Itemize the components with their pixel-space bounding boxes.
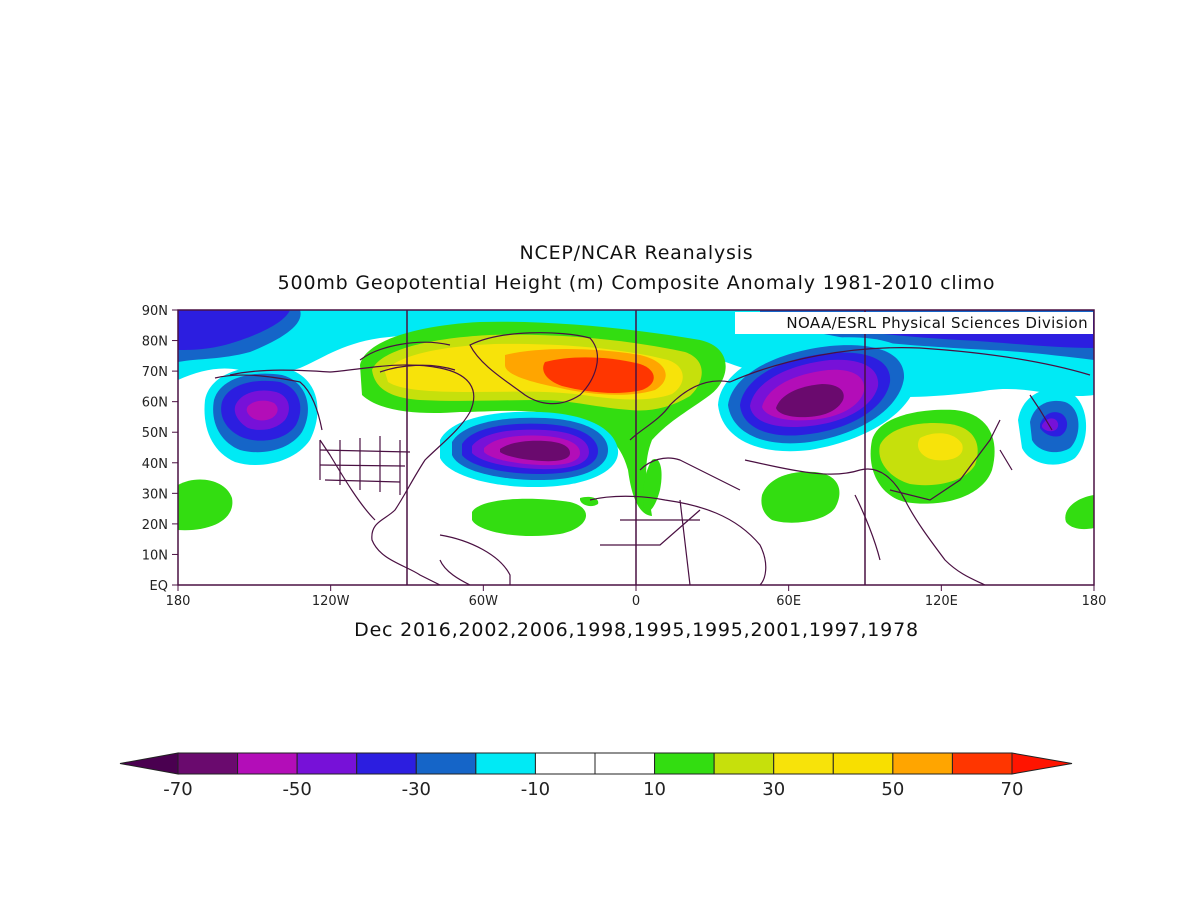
colorbar: -70 -50 -30 -10 10 30 50 70 [119, 752, 1073, 800]
colorbar-label: -50 [282, 779, 311, 800]
y-tick-label: 20N [142, 518, 168, 533]
x-tick-label: 60E [776, 594, 801, 609]
colorbar-swatch [296, 752, 358, 775]
colorbar-swatch [892, 752, 953, 775]
colorbar-swatch [594, 752, 656, 775]
colorbar-swatch [713, 752, 775, 775]
colorbar-swatch [475, 752, 536, 775]
colorbar-swatch [654, 752, 715, 775]
colorbar-swatch [832, 752, 894, 775]
colorbar-swatch [534, 752, 596, 775]
colorbar-label: 50 [881, 779, 904, 800]
credit-text: NOAA/ESRL Physical Sciences Division [786, 314, 1088, 332]
x-tick-label: 60W [469, 594, 499, 609]
colorbar-under-arrow [119, 752, 179, 775]
x-tick-label: 180 [166, 594, 191, 609]
x-tick-label: 120E [925, 594, 958, 609]
colorbar-swatch [237, 752, 298, 775]
x-axis: 180 120W 60W 0 60E 120E 180 [166, 585, 1107, 609]
y-axis: 90N 80N 70N 60N 50N 40N 30N 20N 10N EQ [142, 304, 178, 594]
meridian-lines [406, 310, 866, 585]
y-tick-label: 50N [142, 426, 168, 441]
colorbar-label: 30 [762, 779, 785, 800]
x-tick-label: 120W [312, 594, 350, 609]
y-tick-label: 80N [142, 335, 168, 350]
colorbar-label: -30 [402, 779, 431, 800]
colorbar-label: -10 [521, 779, 550, 800]
colorbar-over-arrow [1011, 752, 1073, 775]
y-tick-label: 60N [142, 396, 168, 411]
colorbar-swatch [951, 752, 1013, 775]
y-tick-label: 70N [142, 365, 168, 380]
coastlines [214, 332, 1091, 585]
colorbar-label: 70 [1001, 779, 1024, 800]
x-tick-label: 180 [1082, 594, 1107, 609]
colorbar-label: -70 [163, 779, 192, 800]
colorbar-swatch [415, 752, 477, 775]
chart-subtitle: 500mb Geopotential Height (m) Composite … [277, 272, 996, 294]
chart-title: NCEP/NCAR Reanalysis [519, 242, 754, 264]
credit-box: NOAA/ESRL Physical Sciences Division [735, 312, 1093, 334]
colorbar-swatch [773, 752, 834, 775]
composite-years: Dec 2016,2002,2006,1998,1995,1995,2001,1… [354, 619, 919, 641]
colorbar-label: 10 [643, 779, 666, 800]
y-tick-label: EQ [150, 579, 168, 594]
colorbar-swatch [356, 752, 417, 775]
y-tick-label: 90N [142, 304, 168, 319]
x-tick-label: 0 [632, 594, 640, 609]
y-tick-label: 40N [142, 457, 168, 472]
y-tick-label: 10N [142, 548, 168, 563]
y-tick-label: 30N [142, 487, 168, 502]
colorbar-swatch [177, 752, 239, 775]
